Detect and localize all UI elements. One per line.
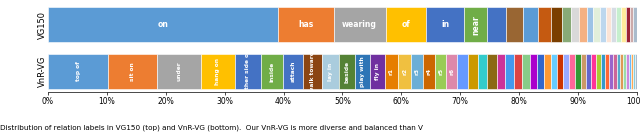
Bar — [522, 54, 529, 89]
Bar — [587, 7, 593, 42]
Bar — [623, 54, 626, 89]
Bar — [616, 7, 621, 42]
Bar — [497, 54, 506, 89]
Bar — [322, 54, 339, 89]
Bar — [411, 54, 423, 89]
Bar — [616, 54, 620, 89]
Bar — [586, 54, 591, 89]
Bar — [628, 54, 631, 89]
Bar — [477, 54, 487, 89]
Bar — [620, 54, 623, 89]
Bar — [446, 54, 457, 89]
Text: lay in: lay in — [328, 62, 333, 81]
Bar — [600, 7, 605, 42]
Text: sit on: sit on — [130, 62, 135, 81]
Bar — [283, 54, 303, 89]
Bar — [355, 54, 370, 89]
Text: has: has — [298, 20, 314, 29]
Bar — [457, 54, 468, 89]
Text: play with: play with — [360, 56, 365, 87]
Bar — [591, 54, 596, 89]
Bar — [537, 54, 544, 89]
Bar — [562, 7, 571, 42]
Text: inside: inside — [269, 62, 275, 82]
Bar — [570, 54, 575, 89]
Bar — [201, 54, 235, 89]
Bar — [611, 7, 616, 42]
Bar — [557, 54, 563, 89]
Text: other side of: other side of — [245, 50, 250, 93]
Bar — [613, 54, 616, 89]
Text: r2: r2 — [402, 68, 407, 75]
Bar — [575, 54, 580, 89]
Bar — [487, 7, 506, 42]
Bar — [635, 54, 637, 89]
Bar — [626, 54, 628, 89]
Bar — [579, 7, 587, 42]
Text: r1: r1 — [389, 68, 394, 75]
Bar — [514, 54, 522, 89]
Text: r4: r4 — [427, 68, 431, 75]
Bar — [551, 7, 562, 42]
Bar — [398, 54, 411, 89]
Bar — [563, 54, 570, 89]
Text: fly in: fly in — [375, 63, 380, 80]
Bar — [385, 54, 398, 89]
Text: walk toward: walk toward — [310, 51, 315, 92]
Bar — [506, 54, 514, 89]
Bar — [339, 54, 355, 89]
Bar — [523, 7, 538, 42]
Bar — [468, 54, 477, 89]
Bar — [108, 54, 157, 89]
Bar — [600, 54, 605, 89]
Text: near: near — [471, 15, 480, 35]
Bar — [634, 7, 637, 42]
Text: of: of — [402, 20, 410, 29]
Bar — [538, 7, 551, 42]
Text: r5: r5 — [438, 68, 443, 75]
Text: hang on: hang on — [216, 58, 220, 85]
Bar — [487, 54, 497, 89]
Text: attach: attach — [291, 61, 296, 82]
Bar — [463, 7, 487, 42]
Text: Distribution of relation labels in VG150 (top) and VnR-VG (bottom).  Our VnR-VG : Distribution of relation labels in VG150… — [0, 124, 423, 131]
Text: wearing: wearing — [342, 20, 377, 29]
Bar — [48, 54, 108, 89]
Bar — [333, 7, 386, 42]
Text: under: under — [177, 62, 181, 81]
Bar — [303, 54, 322, 89]
Bar — [630, 7, 634, 42]
Bar — [626, 7, 630, 42]
Text: r6: r6 — [449, 68, 454, 75]
Bar — [609, 54, 613, 89]
Bar — [435, 54, 446, 89]
Bar — [580, 54, 586, 89]
Bar — [605, 7, 611, 42]
Bar — [278, 7, 333, 42]
Bar — [621, 7, 626, 42]
Bar — [423, 54, 435, 89]
Bar — [631, 54, 633, 89]
Bar — [426, 7, 463, 42]
Text: in: in — [441, 20, 449, 29]
Text: on: on — [157, 20, 168, 29]
Bar — [157, 54, 201, 89]
Text: r3: r3 — [415, 68, 420, 75]
Bar — [544, 54, 550, 89]
Bar — [260, 54, 283, 89]
Bar — [593, 7, 600, 42]
Bar — [550, 54, 557, 89]
Bar — [605, 54, 609, 89]
Bar — [633, 54, 635, 89]
Bar — [506, 7, 523, 42]
Bar — [235, 54, 260, 89]
Bar — [48, 7, 278, 42]
Text: beside: beside — [344, 61, 349, 83]
Bar — [529, 54, 537, 89]
Bar — [370, 54, 385, 89]
Bar — [386, 7, 426, 42]
Text: top of: top of — [76, 62, 81, 81]
Bar — [571, 7, 579, 42]
Bar — [596, 54, 600, 89]
